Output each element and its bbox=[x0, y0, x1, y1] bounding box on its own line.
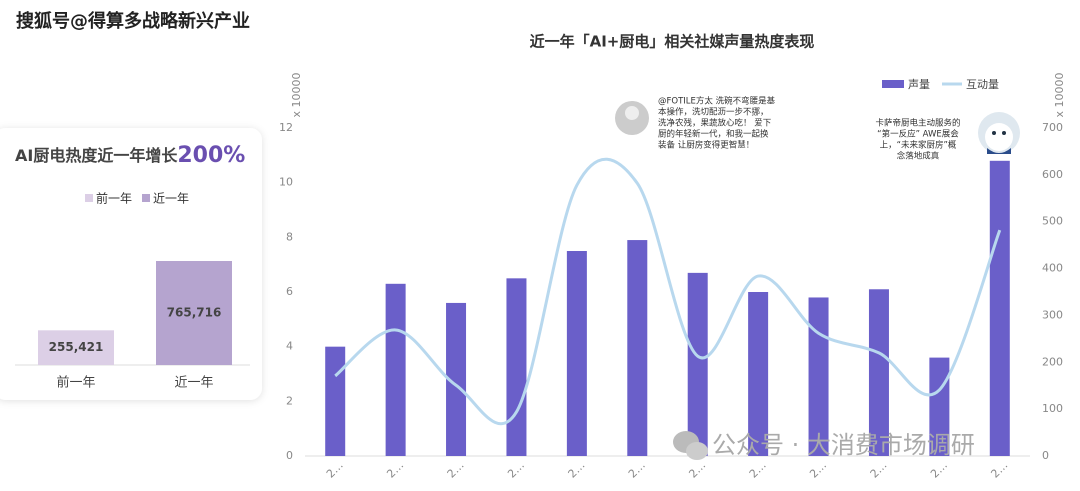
bar bbox=[446, 302, 467, 456]
y2-tick-label: 300 bbox=[1042, 308, 1063, 321]
avatar bbox=[978, 112, 1020, 154]
right-chart: 近一年「AI+厨电」相关社媒声量热度表现 x 10000 x 10000 0 2 4 6 8 1… bbox=[279, 33, 1066, 481]
bar bbox=[989, 160, 1010, 457]
legend-swatch bbox=[142, 194, 150, 202]
legend-label: 近一年 bbox=[153, 192, 189, 206]
annotation: @FOTILE方太 洗碗不弯腰是基 bbox=[658, 96, 776, 107]
bar bbox=[687, 272, 708, 456]
y-tick-label: 12 bbox=[279, 121, 293, 134]
value-label: 765,716 bbox=[167, 306, 222, 320]
legend-swatch bbox=[85, 194, 93, 202]
y2-tick-label: 0 bbox=[1042, 449, 1049, 462]
y-tick-label: 0 bbox=[286, 449, 293, 462]
title-highlight: 200% bbox=[177, 143, 245, 168]
title-text: AI厨电热度近一年增长 bbox=[15, 146, 178, 165]
legend-label: 互动量 bbox=[966, 78, 999, 91]
bar bbox=[868, 289, 889, 456]
annotation: 厨的年轻新一代，和我一起换 bbox=[658, 129, 769, 140]
legend-label: 前一年 bbox=[96, 191, 132, 206]
annotation: 本操作，洗切配沥一步不挪， bbox=[658, 107, 769, 118]
y-tick-label: 4 bbox=[286, 340, 293, 353]
annotation: “第一反应” AWE展会 bbox=[877, 129, 959, 140]
card-title: AI厨电热度近一年增长200% bbox=[15, 143, 245, 168]
bar bbox=[385, 283, 406, 456]
bar bbox=[156, 261, 232, 365]
bar bbox=[627, 240, 648, 456]
bar bbox=[325, 346, 346, 456]
y2-axis-label: x 10000 bbox=[1053, 72, 1066, 117]
annotation: 装备 让厨房变得更智慧！ bbox=[658, 140, 754, 151]
y2-tick-label: 200 bbox=[1042, 355, 1063, 368]
x-tick-label: 前一年 bbox=[56, 375, 95, 391]
y-tick-label: 2 bbox=[286, 394, 293, 407]
line bbox=[334, 157, 1002, 426]
annotation: 洗净农残，果蔬放心吃！ 爱下 bbox=[658, 118, 772, 129]
y-axis-label: x 10000 bbox=[290, 72, 303, 117]
y2-tick-label: 700 bbox=[1042, 121, 1063, 134]
chart-title: 近一年「AI+厨电」相关社媒声量热度表现 bbox=[530, 33, 815, 51]
y2-tick-label: 600 bbox=[1042, 168, 1063, 181]
left-chart: AI厨电热度近一年增长200%前一年 近一年255,421前一年765,716近一… bbox=[15, 143, 250, 391]
bar bbox=[566, 251, 587, 456]
y-tick-label: 10 bbox=[279, 176, 293, 189]
y2-tick-label: 400 bbox=[1042, 262, 1063, 275]
bar bbox=[748, 292, 769, 456]
watermark: 搜狐号@得算多战略新兴产业 bbox=[16, 10, 250, 32]
avatar bbox=[615, 101, 649, 135]
x-tick-label: 近一年 bbox=[174, 376, 213, 391]
value-label: 255,421 bbox=[49, 340, 104, 354]
y-tick-label: 8 bbox=[286, 230, 293, 243]
wechat-icon bbox=[673, 431, 708, 460]
y-tick-label: 6 bbox=[286, 285, 293, 298]
y2-tick-label: 100 bbox=[1042, 402, 1063, 415]
bar bbox=[506, 278, 527, 456]
legend-swatch bbox=[882, 80, 904, 88]
legend-label: 声量 bbox=[908, 77, 930, 91]
watermark: 公众号 · 大消费市场调研 bbox=[712, 431, 975, 459]
y2-tick-label: 500 bbox=[1042, 215, 1063, 228]
annotation: 卡萨帝厨电主动服务的 bbox=[875, 118, 960, 129]
bar bbox=[38, 330, 114, 365]
annotation: 上，“未来家厨房”概 bbox=[880, 140, 957, 151]
annotation: 念落地成真 bbox=[897, 151, 940, 162]
